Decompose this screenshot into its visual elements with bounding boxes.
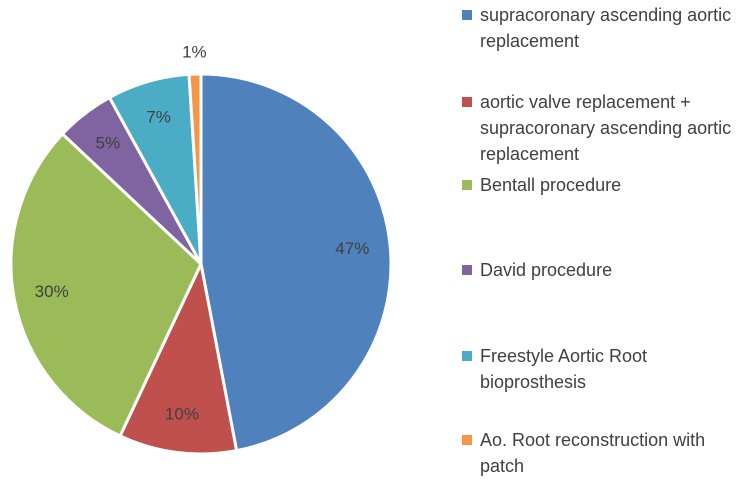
- data-label: 47%: [335, 239, 369, 258]
- data-label: 1%: [182, 43, 207, 62]
- legend-entry: Ao. Root reconstruction with patch: [462, 427, 742, 479]
- pie-slice: [187, 72, 203, 265]
- legend-swatch: [462, 265, 472, 275]
- legend-label: supracoronary ascending aortic replaceme…: [480, 5, 732, 51]
- pie-slice: [199, 72, 393, 453]
- legend-entry: supracoronary ascending aortic replaceme…: [462, 2, 742, 54]
- legend-entry: aortic valve replacement + supracoronary…: [462, 89, 742, 167]
- legend-swatch: [462, 180, 472, 190]
- legend-swatch: [462, 10, 472, 20]
- legend-label: Bentall procedure: [480, 175, 622, 195]
- legend-swatch: [462, 435, 472, 445]
- legend-swatch: [462, 97, 472, 107]
- legend-entry: David procedure: [462, 257, 742, 283]
- legend-swatch: [462, 351, 472, 361]
- data-label: 10%: [165, 404, 199, 423]
- legend-label: aortic valve replacement + supracoronary…: [480, 92, 732, 164]
- legend-label: Freestyle Aortic Root bioprosthesis: [480, 346, 648, 392]
- data-label: 30%: [35, 282, 69, 301]
- pie-slice: [118, 259, 239, 456]
- data-label: 5%: [96, 133, 121, 152]
- legend-entry: Bentall procedure: [462, 172, 742, 198]
- legend-entry: Freestyle Aortic Root bioprosthesis: [462, 343, 742, 395]
- data-label: 7%: [146, 108, 171, 127]
- legend-label: David procedure: [480, 260, 613, 280]
- legend-label: Ao. Root reconstruction with patch: [480, 430, 706, 476]
- pie-slice: [9, 131, 203, 438]
